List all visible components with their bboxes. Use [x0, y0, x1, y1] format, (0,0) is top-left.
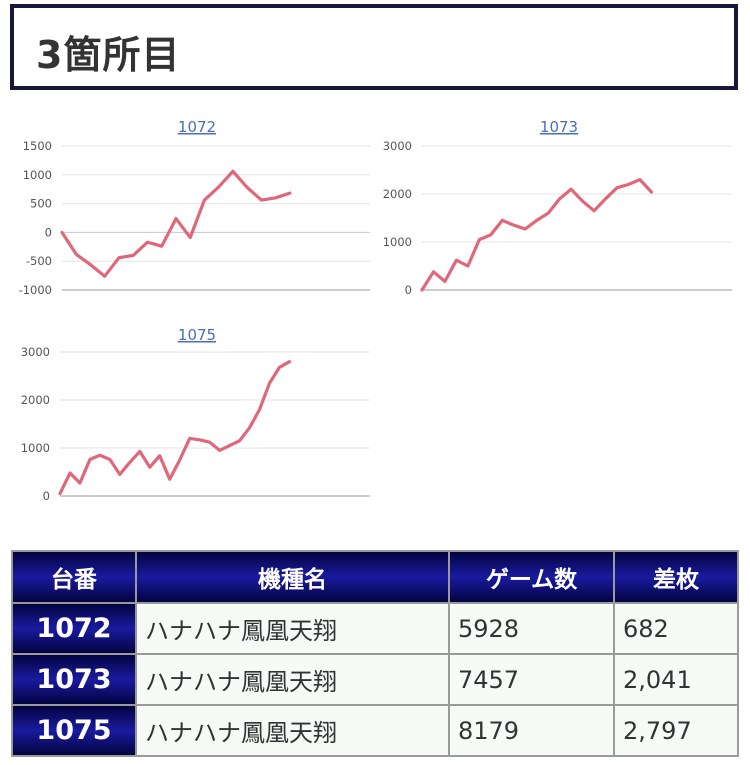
column-header-machine: 機種名 [135, 550, 450, 604]
y-tick-label: -500 [26, 254, 52, 268]
game-count-cell: 5928 [448, 602, 615, 655]
y-tick-label: 1000 [383, 235, 412, 249]
y-tick-label: 0 [405, 283, 412, 297]
machine-table: 台番 機種名 ゲーム数 差枚 1072 ハナハナ鳳凰天翔 5928 682 10… [11, 550, 739, 757]
diff-cell: 2,041 [613, 653, 739, 706]
y-tick-label: -1000 [19, 283, 52, 297]
machine-name-cell: ハナハナ鳳凰天翔 [135, 704, 450, 757]
y-tick-label: 1000 [21, 441, 50, 455]
machine-name-cell: ハナハナ鳳凰天翔 [135, 602, 450, 655]
table-row: 1073 ハナハナ鳳凰天翔 7457 2,041 [11, 653, 739, 706]
diff-cell: 2,797 [613, 704, 739, 757]
column-header-number: 台番 [11, 550, 137, 604]
table-header-row: 台番 機種名 ゲーム数 差枚 [11, 550, 739, 604]
game-count-cell: 7457 [448, 653, 615, 706]
table-row: 1072 ハナハナ鳳凰天翔 5928 682 [11, 602, 739, 655]
game-count-cell: 8179 [448, 704, 615, 757]
machine-number-cell: 1075 [11, 704, 137, 757]
section-heading: 3箇所目 [36, 33, 181, 77]
column-header-diff: 差枚 [613, 550, 739, 604]
machine-name-cell: ハナハナ鳳凰天翔 [135, 653, 450, 706]
y-tick-label: 1000 [23, 168, 52, 182]
y-tick-label: 3000 [383, 139, 412, 153]
series-line [58, 360, 291, 496]
series-line [60, 169, 292, 278]
chart-1075: 1075 3000 2000 1000 0 [10, 320, 375, 510]
y-tick-label: 1500 [23, 139, 52, 153]
column-header-games: ゲーム数 [448, 550, 615, 604]
diff-cell: 682 [613, 602, 739, 655]
chart-svg: 1072 1500 1000 500 0 -500 -1000 [19, 118, 370, 297]
chart-title-link[interactable]: 1075 [178, 326, 216, 344]
y-tick-label: 3000 [21, 345, 50, 359]
y-tick-label: 500 [30, 197, 52, 211]
y-tick-label: 2000 [383, 187, 412, 201]
chart-title-link[interactable]: 1073 [540, 118, 578, 136]
y-tick-label: 2000 [21, 393, 50, 407]
y-tick-label: 0 [43, 489, 50, 503]
chart-title-link[interactable]: 1072 [178, 118, 216, 136]
chart-svg: 1073 3000 2000 1000 0 [383, 118, 732, 297]
series-line [420, 177, 653, 292]
machine-number-cell: 1072 [11, 602, 137, 655]
y-tick-label: 0 [45, 225, 52, 239]
table-row: 1075 ハナハナ鳳凰天翔 8179 2,797 [11, 704, 739, 757]
chart-svg: 1075 3000 2000 1000 0 [21, 326, 370, 503]
chart-1072: 1072 1500 1000 500 0 -500 -1000 [10, 112, 375, 302]
chart-1073: 1073 3000 2000 1000 0 [372, 112, 737, 302]
section-heading-box: 3箇所目 [10, 4, 738, 90]
machine-number-cell: 1073 [11, 653, 137, 706]
